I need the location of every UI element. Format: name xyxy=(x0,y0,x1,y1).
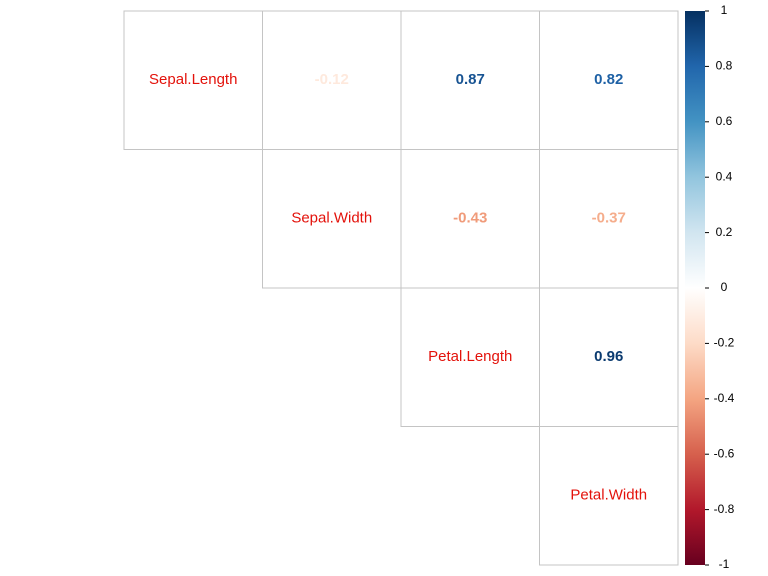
colorbar-tick-label: -1 xyxy=(719,557,730,571)
colorbar-gradient xyxy=(685,11,705,565)
variable-label-petal-width: Petal.Width xyxy=(570,487,647,504)
colorbar-ticks: 1 0.8 0.6 0.4 0.2 0 -0.2 -0.4 -0.6 -0.8 -1 xyxy=(705,3,735,571)
colorbar-tick-label: 0.8 xyxy=(716,59,733,73)
coef-sepal-length-sepal-width: -0.12 xyxy=(315,71,349,88)
coef-sepal-width-petal-length: -0.43 xyxy=(453,210,487,227)
cell-sepal-width-sepal-width xyxy=(262,149,402,289)
correlation-cells: Sepal.Length -0.12 0.87 0.82 Sepal.Width -0.4… xyxy=(123,10,679,566)
colorbar-tick-label: 0.4 xyxy=(716,169,733,183)
coef-sepal-width-petal-width: -0.37 xyxy=(592,210,626,227)
cell-sepal-length-sepal-length xyxy=(123,10,263,150)
cell-sepal-width-petal-length xyxy=(400,149,540,289)
colorbar-tick-label: -0.8 xyxy=(714,502,735,516)
cell-sepal-length-petal-width xyxy=(539,10,679,150)
colorbar-tick-label: 0 xyxy=(721,280,728,294)
colorbar-tick-label: -0.4 xyxy=(714,391,735,405)
variable-label-sepal-width: Sepal.Width xyxy=(291,210,372,227)
coef-petal-length-petal-width: 0.96 xyxy=(594,348,623,365)
coef-sepal-length-petal-length: 0.87 xyxy=(456,71,485,88)
variable-label-petal-length: Petal.Length xyxy=(428,348,512,365)
colorbar-tick-label: -0.6 xyxy=(714,446,735,460)
cell-sepal-length-petal-length xyxy=(400,10,540,150)
colorbar: 1 0.8 0.6 0.4 0.2 0 -0.2 -0.4 -0.6 -0.8 -1 xyxy=(685,3,735,571)
colorbar-tick-label: 1 xyxy=(721,3,728,17)
cell-petal-length-petal-length xyxy=(400,287,540,427)
cell-petal-width-petal-width xyxy=(539,426,679,566)
variable-label-sepal-length: Sepal.Length xyxy=(149,71,237,88)
colorbar-tick-label: 0.2 xyxy=(716,225,733,239)
coef-sepal-length-petal-width: 0.82 xyxy=(594,71,623,88)
colorbar-tick-label: -0.2 xyxy=(714,336,735,350)
cell-sepal-length-sepal-width xyxy=(262,10,402,150)
colorbar-tick-label: 0.6 xyxy=(716,114,733,128)
